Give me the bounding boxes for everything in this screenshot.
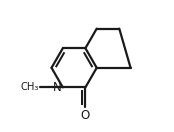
Text: N: N bbox=[53, 81, 62, 94]
Text: CH₃: CH₃ bbox=[21, 82, 39, 92]
Text: O: O bbox=[81, 109, 90, 122]
